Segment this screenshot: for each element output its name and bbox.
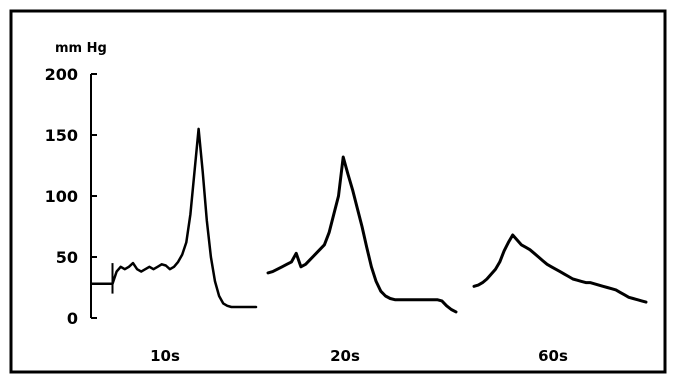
panel-label-20s: 20s: [330, 347, 360, 365]
panel-label-10s: 10s: [150, 347, 180, 365]
pressure-trace-60s: [472, 233, 648, 304]
y-ticks: 0 50 100 150 200: [45, 65, 97, 328]
y-tick-label: 150: [45, 126, 78, 145]
series-group: [90, 127, 648, 314]
pressure-trace-20s: [266, 155, 458, 314]
figure-border: [9, 9, 667, 374]
panel-labels: 10s 20s 60s: [150, 347, 568, 365]
pressure-trace-10s: [90, 127, 258, 309]
y-unit-label: mm Hg: [55, 41, 107, 56]
panel-label-60s: 60s: [538, 347, 568, 365]
y-tick-label: 0: [67, 309, 78, 328]
y-tick-label: 100: [45, 187, 78, 206]
y-tick-label: 200: [45, 65, 78, 84]
y-tick-label: 50: [56, 248, 78, 267]
